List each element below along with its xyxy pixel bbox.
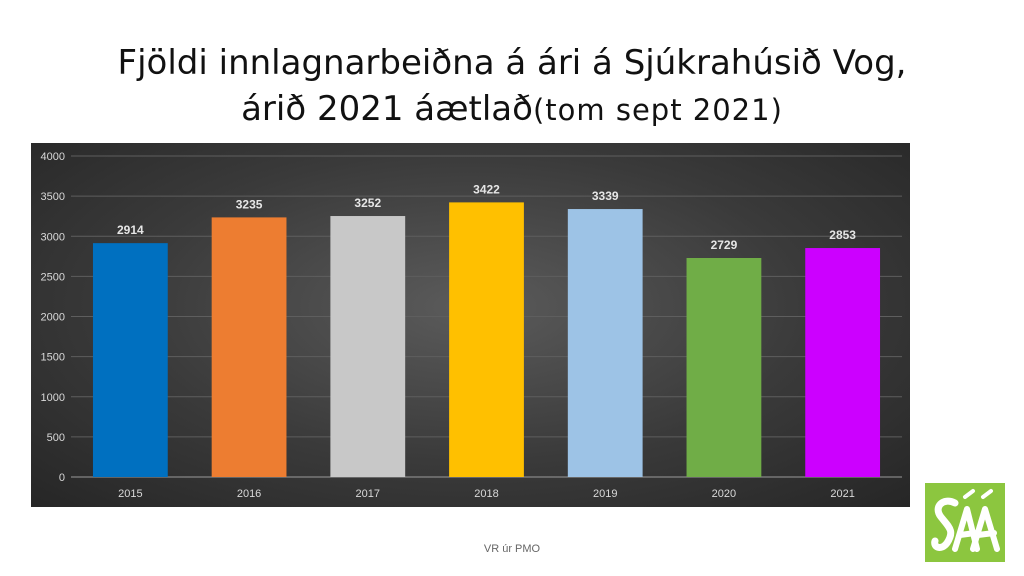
data-label: 2729 [711, 238, 738, 252]
y-tick-label: 500 [47, 432, 65, 444]
data-label: 3339 [592, 189, 619, 203]
bar [330, 216, 406, 477]
title-line-2: árið 2021 áætlað(tom sept 2021) [0, 86, 1024, 133]
title-line-2-sub: (tom sept 2021) [532, 93, 783, 127]
bar [686, 257, 762, 477]
bar [449, 202, 524, 477]
title-line-1: Fjöldi innlagnarbeiðna á ári á Sjúkrahús… [117, 43, 907, 83]
data-label: 3422 [473, 182, 500, 196]
y-tick-label: 3500 [41, 191, 65, 203]
title-line-2-main: árið 2021 áætlað [241, 89, 533, 129]
y-tick-label: 2000 [41, 312, 65, 324]
y-tick-label: 0 [59, 472, 65, 484]
bar-chart: 0 500 1000 1500 2000 2500 3000 3500 4000 2914 2015… [31, 143, 910, 507]
saa-logo [925, 483, 1005, 562]
x-tick-label: 2015 [118, 488, 142, 500]
bar [805, 248, 881, 477]
bar [92, 243, 168, 477]
chart-title: Fjöldi innlagnarbeiðna á ári á Sjúkrahús… [0, 40, 1024, 133]
logo-icon [931, 489, 1000, 552]
y-tick-label: 1000 [41, 392, 65, 404]
y-tick-label: 4000 [41, 151, 65, 163]
bar-chart-svg: 0 500 1000 1500 2000 2500 3000 3500 4000 2914 2015… [41, 151, 902, 500]
x-tick-label: 2016 [237, 488, 261, 500]
x-tick-label: 2019 [593, 488, 617, 500]
data-label: 2853 [829, 228, 856, 242]
data-label: 3252 [354, 196, 381, 210]
bar [211, 217, 287, 478]
x-tick-label: 2020 [712, 488, 736, 500]
bar [567, 209, 643, 477]
y-tick-label: 3000 [41, 231, 65, 243]
data-label: 3235 [236, 197, 263, 211]
y-tick-label: 2500 [41, 271, 65, 283]
x-tick-label: 2017 [356, 488, 380, 500]
footer-credit: VR úr PMO [483, 543, 541, 555]
data-label: 2914 [117, 223, 144, 237]
x-tick-label: 2018 [474, 488, 498, 500]
y-tick-label: 1500 [41, 352, 65, 364]
x-tick-label: 2021 [830, 488, 854, 500]
